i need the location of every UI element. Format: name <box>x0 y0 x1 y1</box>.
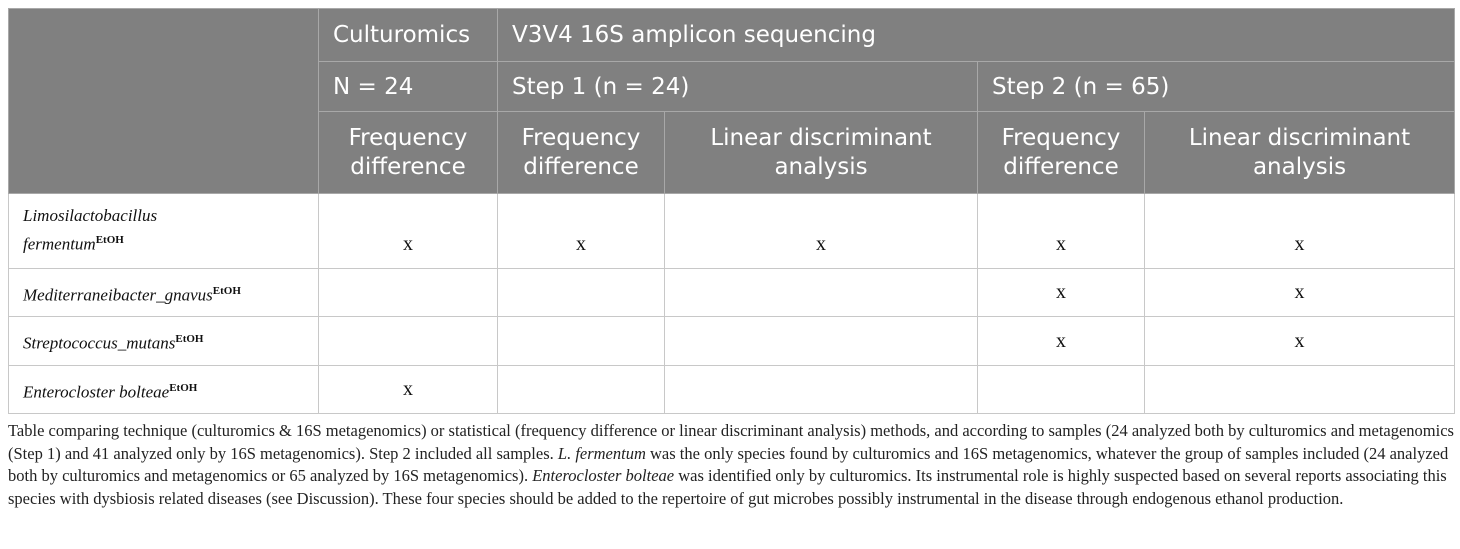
mark-cell: x <box>977 193 1145 269</box>
species-name-part: Mediterraneibacter_gnavus <box>23 285 213 305</box>
header-freq-diff-step1: Frequency difference <box>497 111 665 194</box>
table-row: Enterocloster bolteaeEtOH x <box>8 365 1455 414</box>
mark-cell: x <box>977 268 1145 317</box>
species-name-part: Streptococcus_mutans <box>23 333 176 353</box>
mark-cell <box>497 365 665 414</box>
caption-italic-species: L. fermentum <box>557 443 646 463</box>
header-culturomics: Culturomics <box>318 8 498 62</box>
table-row: Mediterraneibacter_gnavusEtOH x x <box>8 268 1455 317</box>
caption-text: was identified only by culturomics. Its … <box>8 466 1447 508</box>
header-text-line: Frequency <box>1001 124 1121 151</box>
header-text-line: analysis <box>1252 153 1347 180</box>
header-lda-step2: Linear discriminant analysis <box>1144 111 1455 194</box>
mark-cell <box>318 268 498 317</box>
mark-cell: x <box>1144 268 1455 317</box>
mark-cell <box>497 268 665 317</box>
mark-cell <box>497 316 665 366</box>
species-superscript: EtOH <box>95 234 124 246</box>
header-freq-diff-culturomics: Frequency difference <box>318 111 498 194</box>
header-n-culturomics: N = 24 <box>318 61 498 112</box>
mark-cell: x <box>318 365 498 414</box>
species-superscript: EtOH <box>175 333 204 345</box>
species-name: Streptococcus_mutansEtOH <box>8 316 319 366</box>
species-name: Enterocloster bolteaeEtOH <box>8 365 319 414</box>
header-text-line: difference <box>350 153 466 180</box>
mark-cell <box>977 365 1145 414</box>
caption-text: was the only species found by culturomic… <box>8 443 1449 486</box>
header-text-line: Linear discriminant <box>710 124 932 151</box>
header-text-line: Frequency <box>521 124 641 151</box>
mark-cell: x <box>1144 193 1455 269</box>
mark-cell: x <box>497 193 665 269</box>
species-superscript: EtOH <box>169 382 198 394</box>
species-name-line: fermentumEtOH <box>23 228 318 257</box>
header-text-line: analysis <box>774 153 868 180</box>
table-caption: Table comparing technique (culturomics &… <box>8 420 1454 510</box>
species-superscript: EtOH <box>212 285 241 297</box>
mark-cell: x <box>977 316 1145 366</box>
header-row-statistics: Frequency difference Frequency differenc… <box>9 111 1455 194</box>
caption-italic-species: Enterocloster bolteae <box>532 466 675 485</box>
species-name-part: Enterocloster bolteae <box>23 382 170 402</box>
species-name-line: Limosilactobacillus <box>23 206 158 225</box>
table-row: Streptococcus_mutansEtOH x x <box>8 316 1455 366</box>
header-lda-step1: Linear discriminant analysis <box>664 111 978 194</box>
header-freq-diff-step2: Frequency difference <box>977 111 1145 194</box>
header-step1: Step 1 (n = 24) <box>497 61 978 112</box>
header-text-line: difference <box>1003 153 1119 180</box>
mark-cell <box>664 316 978 366</box>
species-name-part: fermentum <box>23 234 96 254</box>
header-row-method: Culturomics V3V4 16S amplicon sequencing <box>8 8 1455 194</box>
header-text-line: Linear discriminant <box>1188 124 1411 151</box>
mark-cell <box>664 268 978 317</box>
header-text-line: difference <box>523 153 639 180</box>
mark-cell <box>664 365 978 414</box>
header-corner-cell <box>8 8 319 194</box>
header-step2: Step 2 (n = 65) <box>977 61 1455 112</box>
header-row-samples: N = 24 Step 1 (n = 24) Step 2 (n = 65) <box>9 61 1455 112</box>
caption-text: Table comparing technique (culturomics &… <box>8 421 1454 463</box>
species-name: Limosilactobacillus fermentumEtOH <box>8 193 319 269</box>
species-comparison-table: Culturomics V3V4 16S amplicon sequencing… <box>8 8 1455 414</box>
header-text-line: Frequency <box>348 124 468 151</box>
species-name: Mediterraneibacter_gnavusEtOH <box>8 268 319 317</box>
header-sequencing: V3V4 16S amplicon sequencing <box>497 8 1455 62</box>
mark-cell <box>1144 365 1455 414</box>
mark-cell <box>318 316 498 366</box>
table-row: Limosilactobacillus fermentumEtOH x x x … <box>8 193 1455 269</box>
mark-cell: x <box>318 193 498 269</box>
mark-cell: x <box>664 193 978 269</box>
mark-cell: x <box>1144 316 1455 366</box>
